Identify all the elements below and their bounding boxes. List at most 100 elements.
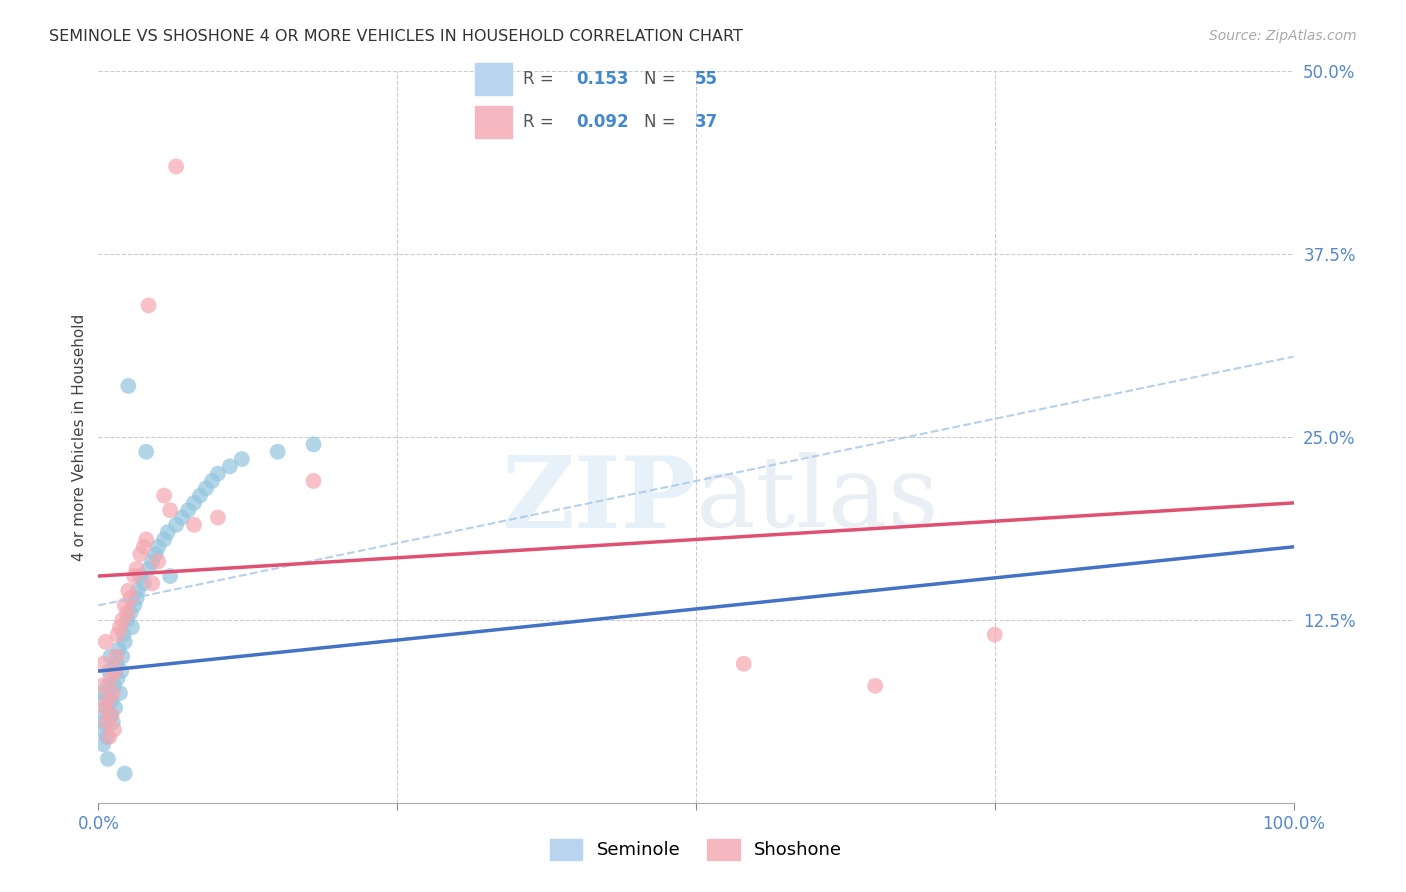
Text: 37: 37 bbox=[695, 113, 718, 131]
Point bbox=[159, 569, 181, 583]
Point bbox=[101, 686, 124, 700]
Point bbox=[91, 679, 114, 693]
Point bbox=[141, 554, 163, 568]
Point bbox=[93, 715, 115, 730]
Point bbox=[132, 540, 155, 554]
Point bbox=[125, 562, 148, 576]
Point bbox=[97, 752, 120, 766]
Point bbox=[91, 723, 114, 737]
Point bbox=[112, 627, 135, 641]
Point bbox=[107, 627, 129, 641]
Point bbox=[183, 496, 205, 510]
Text: 0.092: 0.092 bbox=[576, 113, 628, 131]
Text: R =: R = bbox=[523, 70, 560, 87]
Point bbox=[103, 723, 125, 737]
Point bbox=[104, 664, 127, 678]
Point bbox=[111, 649, 134, 664]
Point bbox=[127, 583, 149, 598]
Point bbox=[177, 503, 200, 517]
Point bbox=[105, 649, 128, 664]
Text: 55: 55 bbox=[695, 70, 717, 87]
Point bbox=[107, 642, 129, 657]
Text: N =: N = bbox=[644, 70, 681, 87]
Point bbox=[153, 489, 176, 503]
Point bbox=[96, 700, 118, 714]
Point bbox=[129, 547, 152, 561]
Point bbox=[165, 160, 187, 174]
Point bbox=[111, 613, 134, 627]
Text: atlas: atlas bbox=[696, 451, 939, 548]
Point bbox=[121, 620, 143, 634]
Text: N =: N = bbox=[644, 113, 681, 131]
Point bbox=[165, 517, 187, 532]
Point bbox=[114, 766, 136, 780]
Point bbox=[156, 525, 179, 540]
Point bbox=[148, 540, 170, 554]
Point bbox=[105, 657, 128, 671]
Point bbox=[91, 737, 114, 751]
Point bbox=[120, 606, 142, 620]
Point bbox=[91, 686, 114, 700]
Point bbox=[135, 533, 157, 547]
Point bbox=[267, 444, 290, 458]
Point bbox=[97, 693, 120, 707]
Point bbox=[117, 583, 139, 598]
Point bbox=[159, 503, 181, 517]
Point bbox=[231, 452, 253, 467]
Point bbox=[302, 474, 325, 488]
Point bbox=[117, 379, 139, 393]
Point bbox=[96, 730, 118, 744]
Point bbox=[207, 467, 229, 481]
Text: Source: ZipAtlas.com: Source: ZipAtlas.com bbox=[1209, 29, 1357, 43]
Point bbox=[91, 657, 114, 671]
Point bbox=[100, 708, 122, 723]
Point bbox=[172, 510, 194, 524]
Point bbox=[104, 700, 127, 714]
Point bbox=[124, 599, 146, 613]
Text: 0.153: 0.153 bbox=[576, 70, 628, 87]
Point bbox=[141, 576, 163, 591]
Point bbox=[145, 547, 167, 561]
Point bbox=[115, 606, 138, 620]
Point bbox=[101, 715, 124, 730]
Point bbox=[733, 657, 755, 671]
Legend: Seminole, Shoshone: Seminole, Shoshone bbox=[543, 831, 849, 867]
Y-axis label: 4 or more Vehicles in Household: 4 or more Vehicles in Household bbox=[72, 313, 87, 561]
Point bbox=[135, 444, 157, 458]
Point bbox=[195, 481, 218, 495]
Point bbox=[98, 672, 122, 686]
Point bbox=[153, 533, 176, 547]
Point bbox=[98, 708, 122, 723]
Point bbox=[188, 489, 211, 503]
Point bbox=[201, 474, 224, 488]
Text: R =: R = bbox=[523, 113, 560, 131]
Point bbox=[107, 672, 129, 686]
Point bbox=[93, 693, 115, 707]
Point bbox=[148, 554, 170, 568]
Point bbox=[94, 708, 117, 723]
Point bbox=[93, 700, 115, 714]
Point bbox=[98, 649, 122, 664]
Text: SEMINOLE VS SHOSHONE 4 OR MORE VEHICLES IN HOUSEHOLD CORRELATION CHART: SEMINOLE VS SHOSHONE 4 OR MORE VEHICLES … bbox=[49, 29, 744, 44]
Point bbox=[100, 693, 122, 707]
Point bbox=[138, 562, 160, 576]
Point bbox=[138, 298, 160, 312]
Point bbox=[114, 635, 136, 649]
Point bbox=[94, 635, 117, 649]
Point bbox=[120, 591, 142, 605]
Point bbox=[98, 664, 121, 678]
Point bbox=[183, 517, 205, 532]
Point bbox=[984, 627, 1007, 641]
Point bbox=[97, 679, 120, 693]
Text: ZIP: ZIP bbox=[501, 451, 696, 549]
Point bbox=[96, 715, 118, 730]
Point bbox=[110, 664, 132, 678]
Point bbox=[865, 679, 887, 693]
Point bbox=[132, 576, 155, 591]
Point bbox=[219, 459, 242, 474]
Point bbox=[114, 599, 136, 613]
Bar bbox=[475, 63, 512, 95]
Point bbox=[125, 591, 148, 605]
Point bbox=[124, 569, 146, 583]
Point bbox=[108, 620, 131, 634]
